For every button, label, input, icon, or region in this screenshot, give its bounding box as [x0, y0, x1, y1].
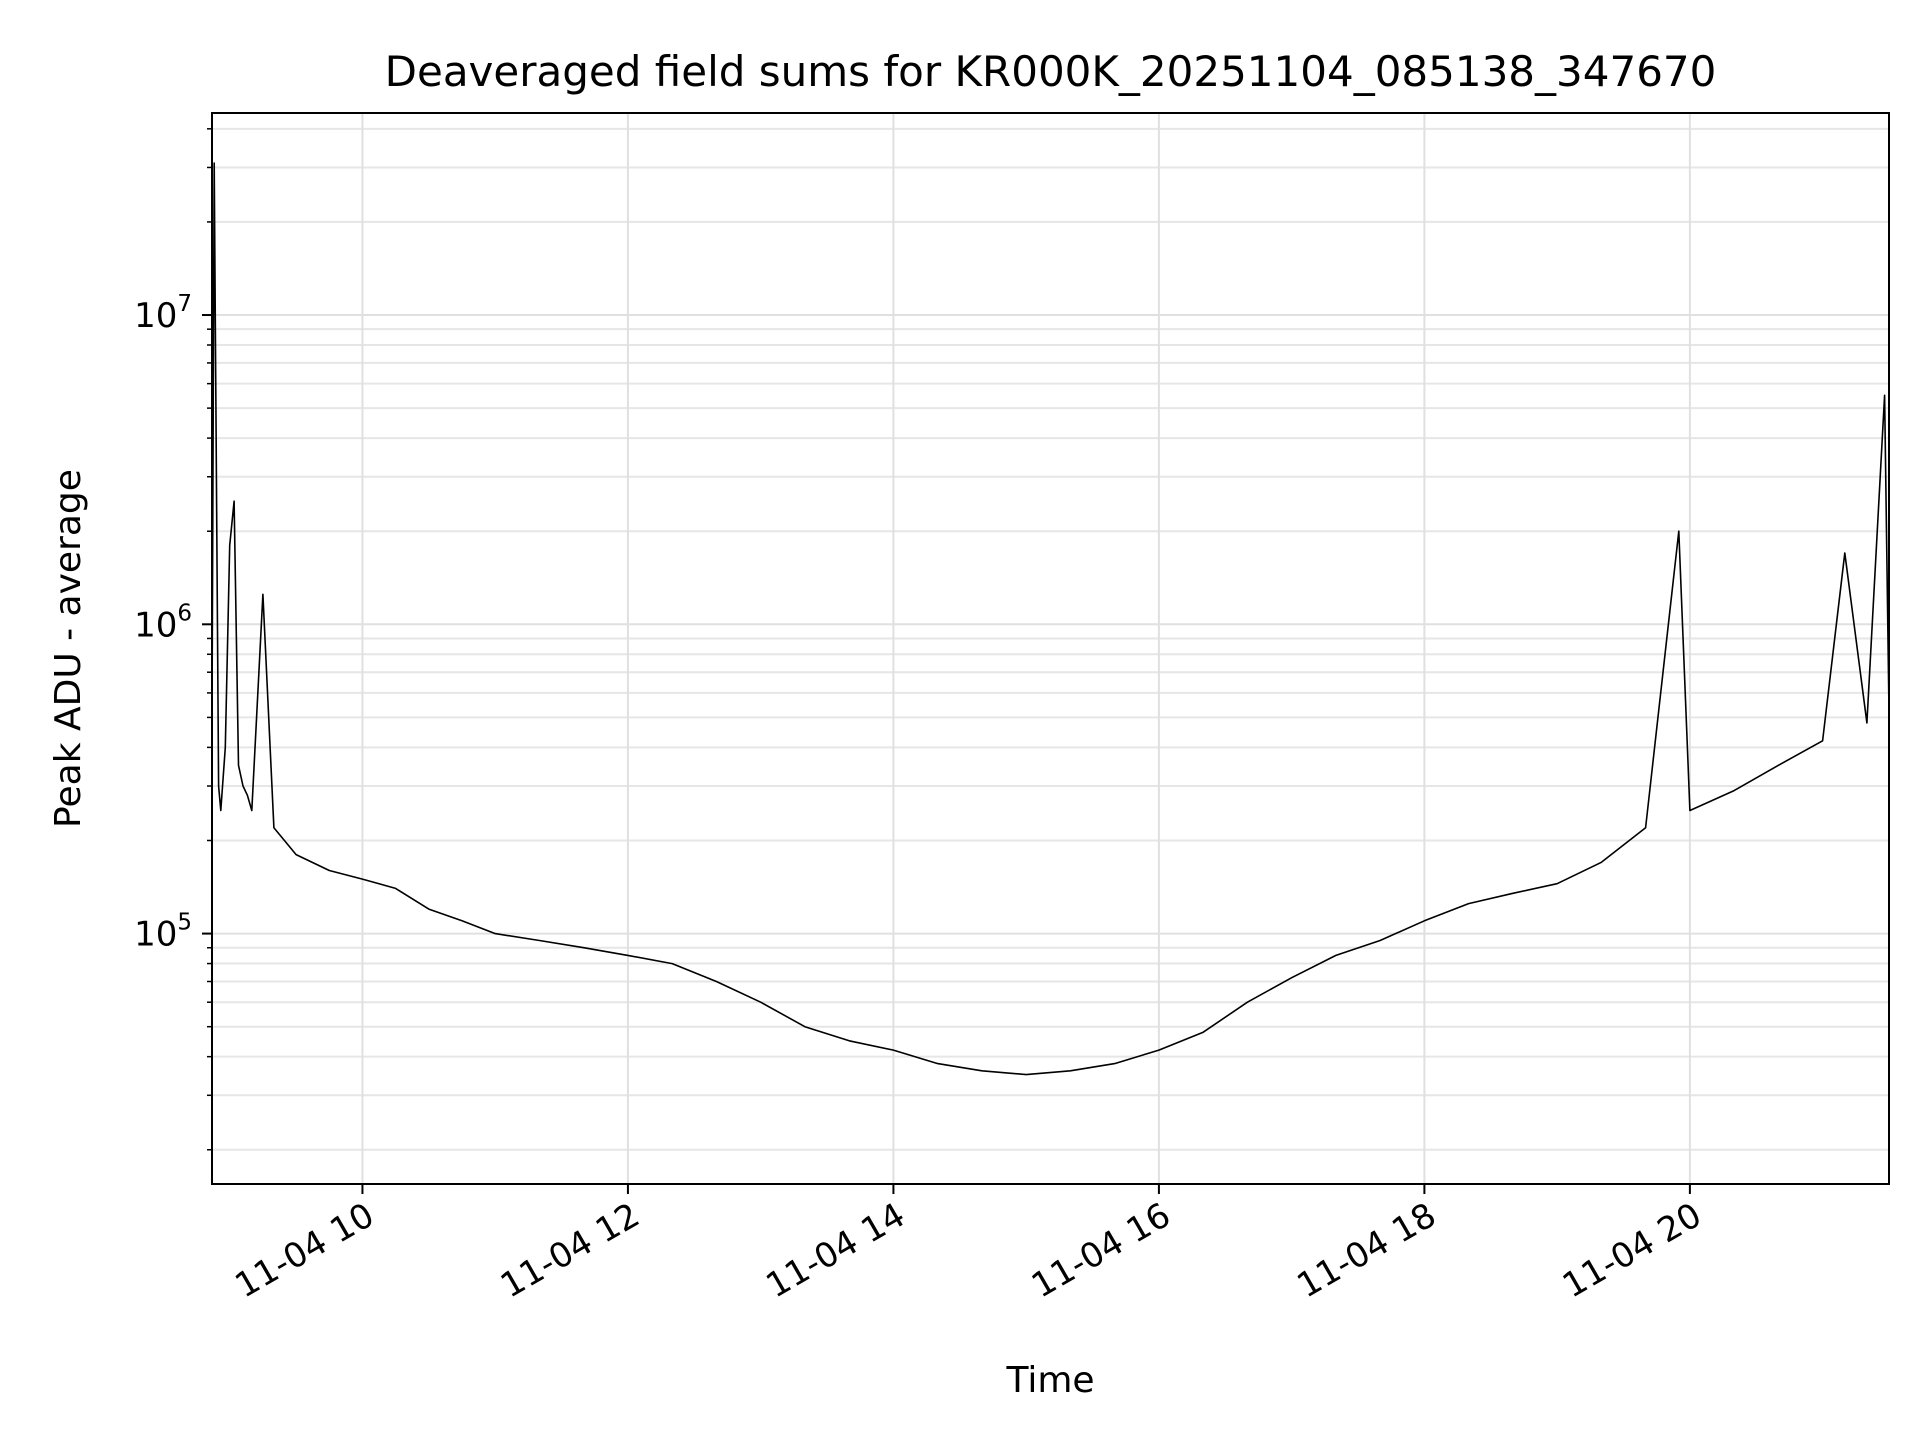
- x-tick-label: 11-04 10: [229, 1195, 381, 1306]
- x-tick-label: 11-04 20: [1556, 1195, 1708, 1306]
- plot-frame: [211, 112, 1890, 1185]
- x-tick-label: 11-04 12: [494, 1195, 646, 1306]
- y-tick-label: 106: [134, 600, 192, 645]
- y-tick-label: 105: [134, 910, 192, 955]
- x-tick-label: 11-04 14: [760, 1195, 912, 1306]
- x-tick-label: 11-04 16: [1025, 1195, 1177, 1306]
- x-tick-label: 11-04 18: [1291, 1195, 1443, 1306]
- y-axis-label: Peak ADU - average: [48, 469, 89, 828]
- grid: [212, 113, 1889, 1184]
- x-axis-label: Time: [1005, 1360, 1094, 1401]
- chart-title: Deaveraged field sums for KR000K_2025110…: [385, 47, 1717, 96]
- data-series: [211, 162, 1890, 1076]
- series-line: [211, 162, 1890, 1076]
- y-tick-label: 107: [134, 291, 192, 336]
